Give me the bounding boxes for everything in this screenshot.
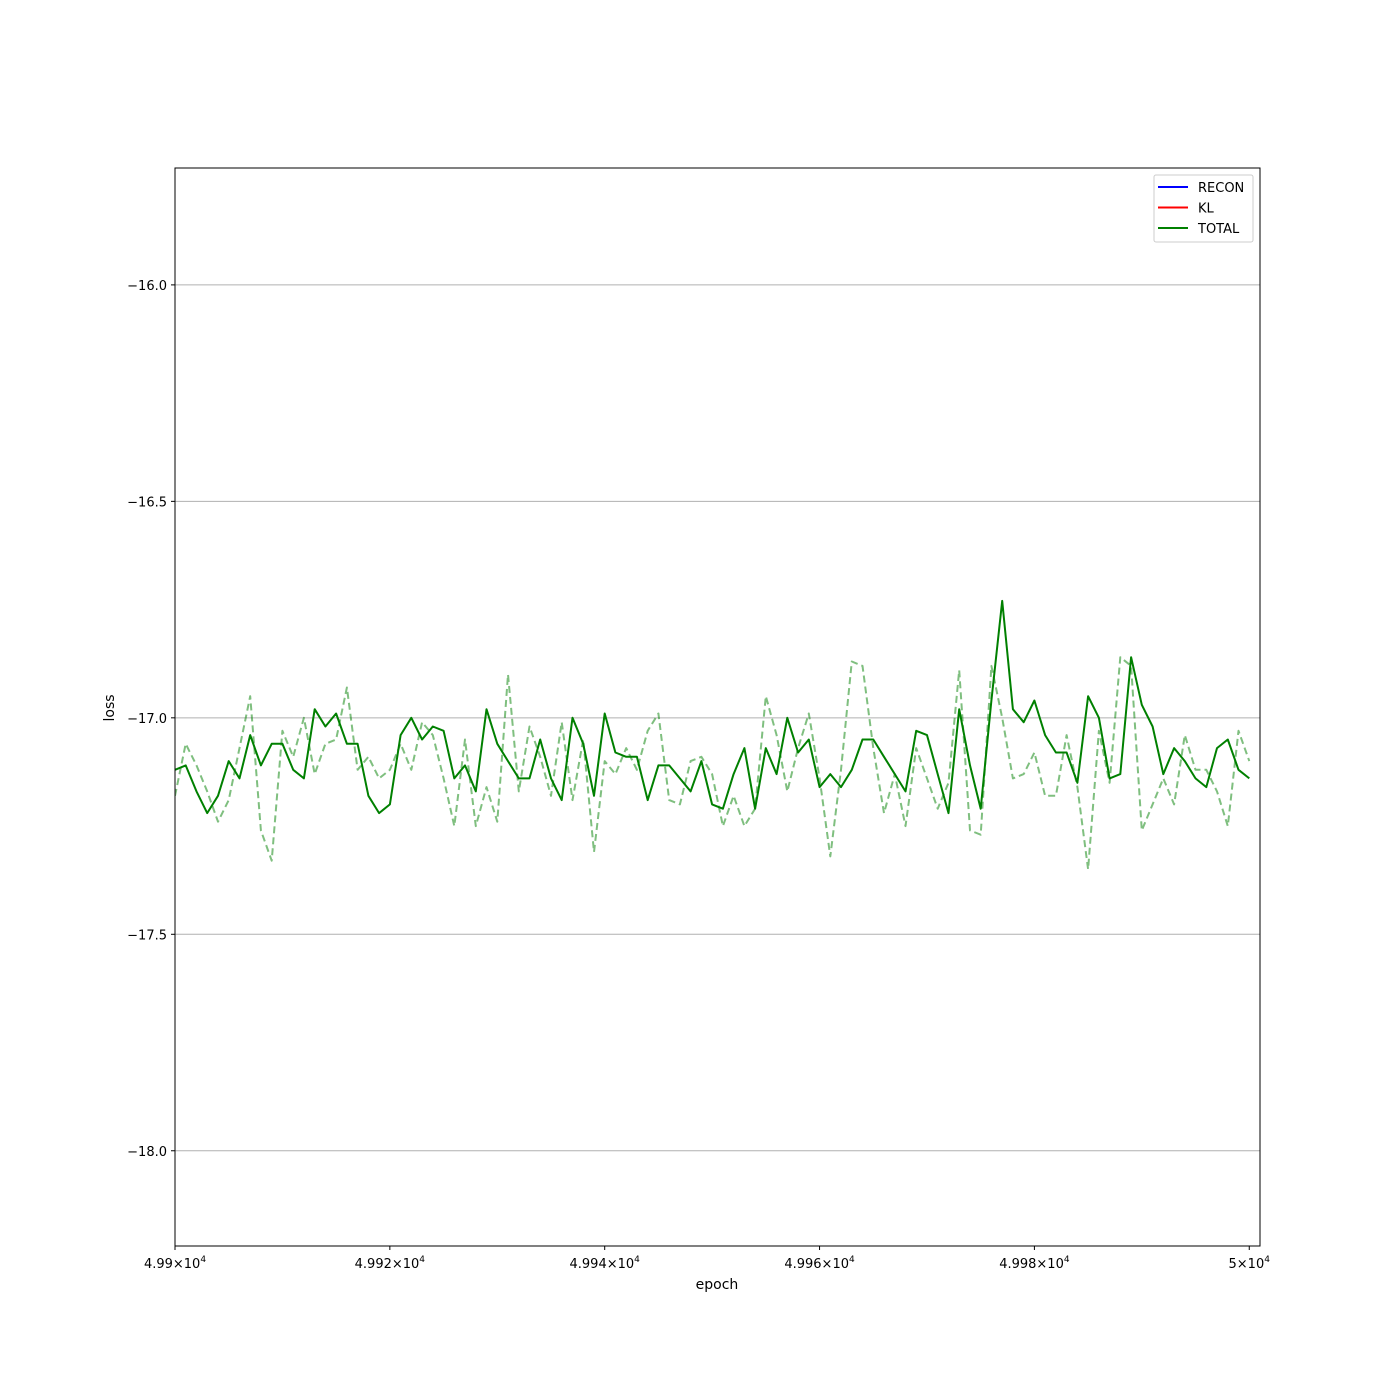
legend-label-total: TOTAL (1197, 222, 1240, 237)
x-tick-label: 4.992×104 (355, 1255, 426, 1272)
plot-area (175, 168, 1260, 1246)
x-tick-label: 4.99×104 (144, 1255, 206, 1272)
x-tick-label: 4.996×104 (784, 1255, 855, 1272)
y-grid (175, 284, 1260, 1152)
x-tick-label: 4.994×104 (570, 1255, 641, 1272)
y-tick-label: −16.0 (127, 279, 167, 294)
x-axis-ticks: 4.99×104 4.992×104 4.994×104 4.996×104 4.998… (144, 1246, 1270, 1272)
legend: RECON KL TOTAL (1153, 174, 1254, 243)
legend-label-recon: RECON (1198, 181, 1244, 196)
y-tick-label: −16.5 (127, 495, 167, 510)
x-tick-label: 5×104 (1229, 1255, 1271, 1272)
series-line-total (175, 599, 1250, 815)
y-axis-ticks: −16.0 −16.5 −17.0 −17.5 −18.0 (127, 279, 175, 1160)
series-lines (175, 599, 1251, 871)
plot-frame (174, 167, 1261, 1247)
y-tick-label: −17.0 (127, 712, 167, 727)
y-tick-label: −17.5 (127, 928, 167, 943)
series-line-total-raw (175, 656, 1251, 871)
x-tick-label: 4.998×104 (999, 1255, 1070, 1272)
x-axis-label: epoch (696, 1277, 739, 1293)
legend-label-kl: KL (1198, 202, 1215, 217)
y-axis-label: loss (102, 694, 118, 721)
y-tick-label: −18.0 (127, 1145, 167, 1160)
legend-box (1153, 174, 1254, 243)
